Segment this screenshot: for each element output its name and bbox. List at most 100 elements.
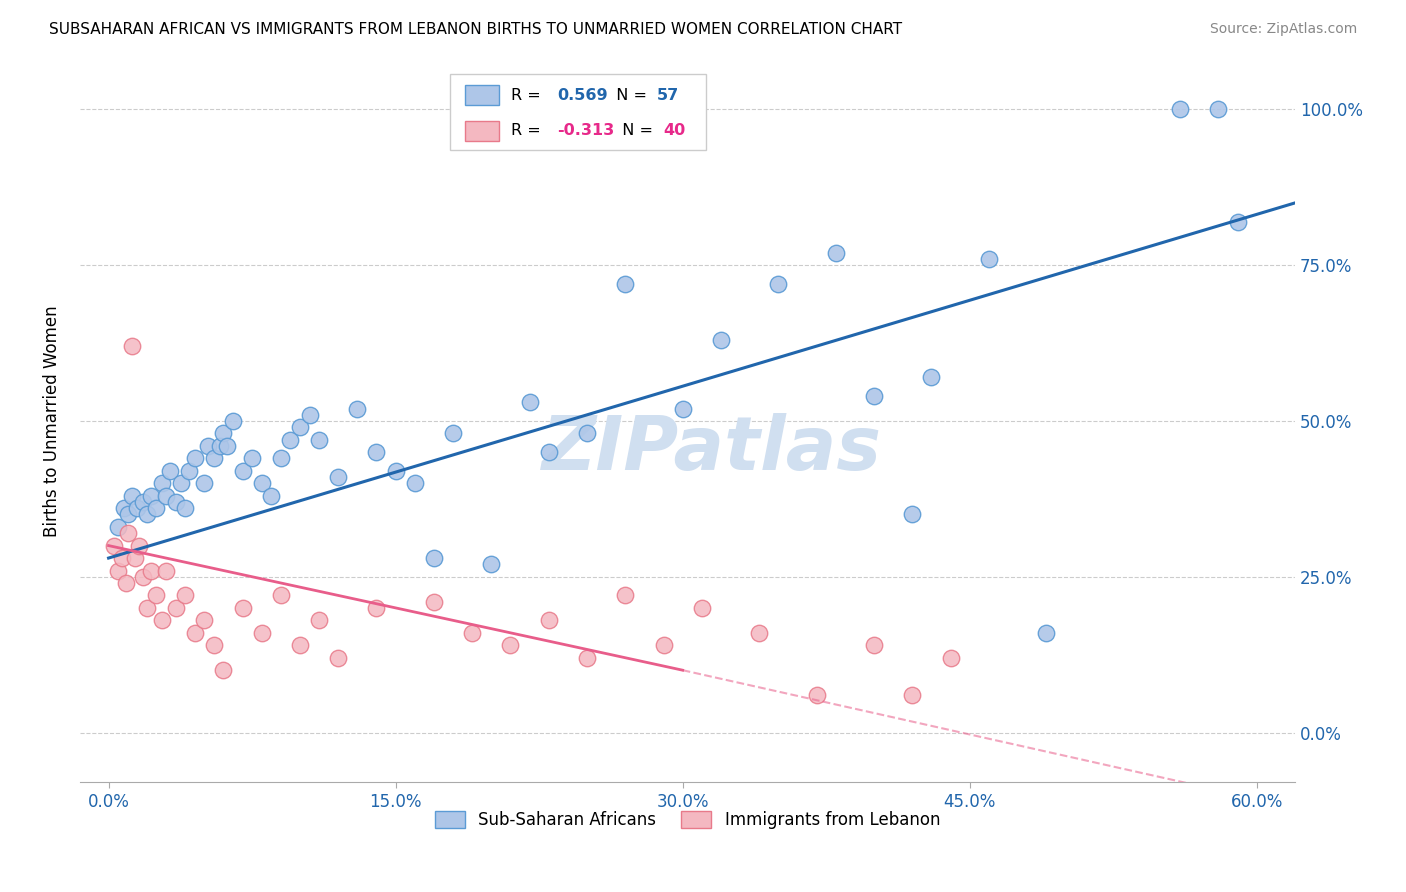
Point: [231, 600, 253, 615]
Point: [177, 464, 200, 478]
Point: [135, 508, 157, 522]
Point: [132, 570, 155, 584]
Point: [250, 476, 273, 491]
Point: [155, 564, 177, 578]
Point: [121, 489, 143, 503]
Point: [139, 489, 162, 503]
Point: [208, 439, 231, 453]
Point: [139, 564, 162, 578]
Point: [240, 451, 263, 466]
Point: [920, 370, 942, 384]
Point: [366, 445, 388, 459]
Point: [111, 551, 134, 566]
Point: [977, 252, 1000, 266]
Text: R =: R =: [512, 87, 546, 103]
Text: N =: N =: [612, 123, 658, 138]
Point: [170, 476, 193, 491]
Point: [652, 638, 675, 652]
Point: [114, 576, 136, 591]
Point: [217, 439, 239, 453]
Point: [155, 489, 177, 503]
Point: [280, 433, 302, 447]
Point: [174, 501, 197, 516]
Point: [519, 395, 541, 409]
Point: [127, 501, 149, 516]
Point: [537, 613, 560, 627]
Point: [145, 501, 167, 516]
Text: N =: N =: [606, 87, 652, 103]
Point: [260, 489, 283, 503]
Point: [308, 613, 330, 627]
Point: [806, 688, 828, 702]
Point: [124, 551, 146, 566]
Point: [346, 401, 368, 416]
Point: [1226, 214, 1249, 228]
Point: [1035, 625, 1057, 640]
Point: [441, 426, 464, 441]
Point: [231, 464, 253, 478]
Point: [901, 688, 924, 702]
Point: [901, 508, 924, 522]
Point: [183, 451, 205, 466]
Point: [112, 501, 135, 516]
Point: [117, 508, 139, 522]
Point: [366, 600, 388, 615]
Point: [135, 600, 157, 615]
Point: [479, 558, 502, 572]
Point: [117, 526, 139, 541]
Point: [132, 495, 155, 509]
Text: 57: 57: [657, 87, 679, 103]
Point: [1168, 103, 1191, 117]
Point: [939, 650, 962, 665]
Point: [107, 564, 129, 578]
Point: [499, 638, 522, 652]
Point: [250, 625, 273, 640]
Point: [197, 439, 219, 453]
Point: [748, 625, 770, 640]
Point: [103, 539, 125, 553]
Point: [768, 277, 790, 291]
Point: [212, 426, 235, 441]
FancyBboxPatch shape: [465, 85, 499, 105]
Text: ZIPatlas: ZIPatlas: [541, 413, 882, 486]
Point: [1208, 103, 1230, 117]
Point: [150, 613, 173, 627]
Point: [202, 638, 225, 652]
Point: [212, 663, 235, 677]
Point: [308, 433, 330, 447]
Point: [270, 589, 292, 603]
Text: SUBSAHARAN AFRICAN VS IMMIGRANTS FROM LEBANON BIRTHS TO UNMARRIED WOMEN CORRELAT: SUBSAHARAN AFRICAN VS IMMIGRANTS FROM LE…: [49, 22, 903, 37]
Point: [423, 595, 446, 609]
Point: [107, 520, 129, 534]
Point: [863, 638, 886, 652]
Text: -0.313: -0.313: [557, 123, 614, 138]
Point: [423, 551, 446, 566]
Point: [193, 476, 215, 491]
Point: [384, 464, 406, 478]
Point: [404, 476, 426, 491]
Legend: Sub-Saharan Africans, Immigrants from Lebanon: Sub-Saharan Africans, Immigrants from Le…: [429, 804, 946, 836]
Text: R =: R =: [512, 123, 546, 138]
Point: [288, 420, 311, 434]
Point: [537, 445, 560, 459]
Point: [145, 589, 167, 603]
Point: [165, 600, 187, 615]
Point: [288, 638, 311, 652]
Point: [672, 401, 695, 416]
Point: [128, 539, 150, 553]
Point: [270, 451, 292, 466]
Point: [710, 333, 733, 347]
Point: [614, 277, 637, 291]
Point: [174, 589, 197, 603]
Point: [159, 464, 181, 478]
Point: [222, 414, 245, 428]
Point: [193, 613, 215, 627]
Text: Source: ZipAtlas.com: Source: ZipAtlas.com: [1209, 22, 1357, 37]
Point: [575, 426, 598, 441]
Point: [328, 650, 350, 665]
Point: [614, 589, 637, 603]
Y-axis label: Births to Unmarried Women: Births to Unmarried Women: [44, 305, 60, 537]
Point: [150, 476, 173, 491]
FancyBboxPatch shape: [450, 74, 706, 150]
FancyBboxPatch shape: [465, 120, 499, 141]
